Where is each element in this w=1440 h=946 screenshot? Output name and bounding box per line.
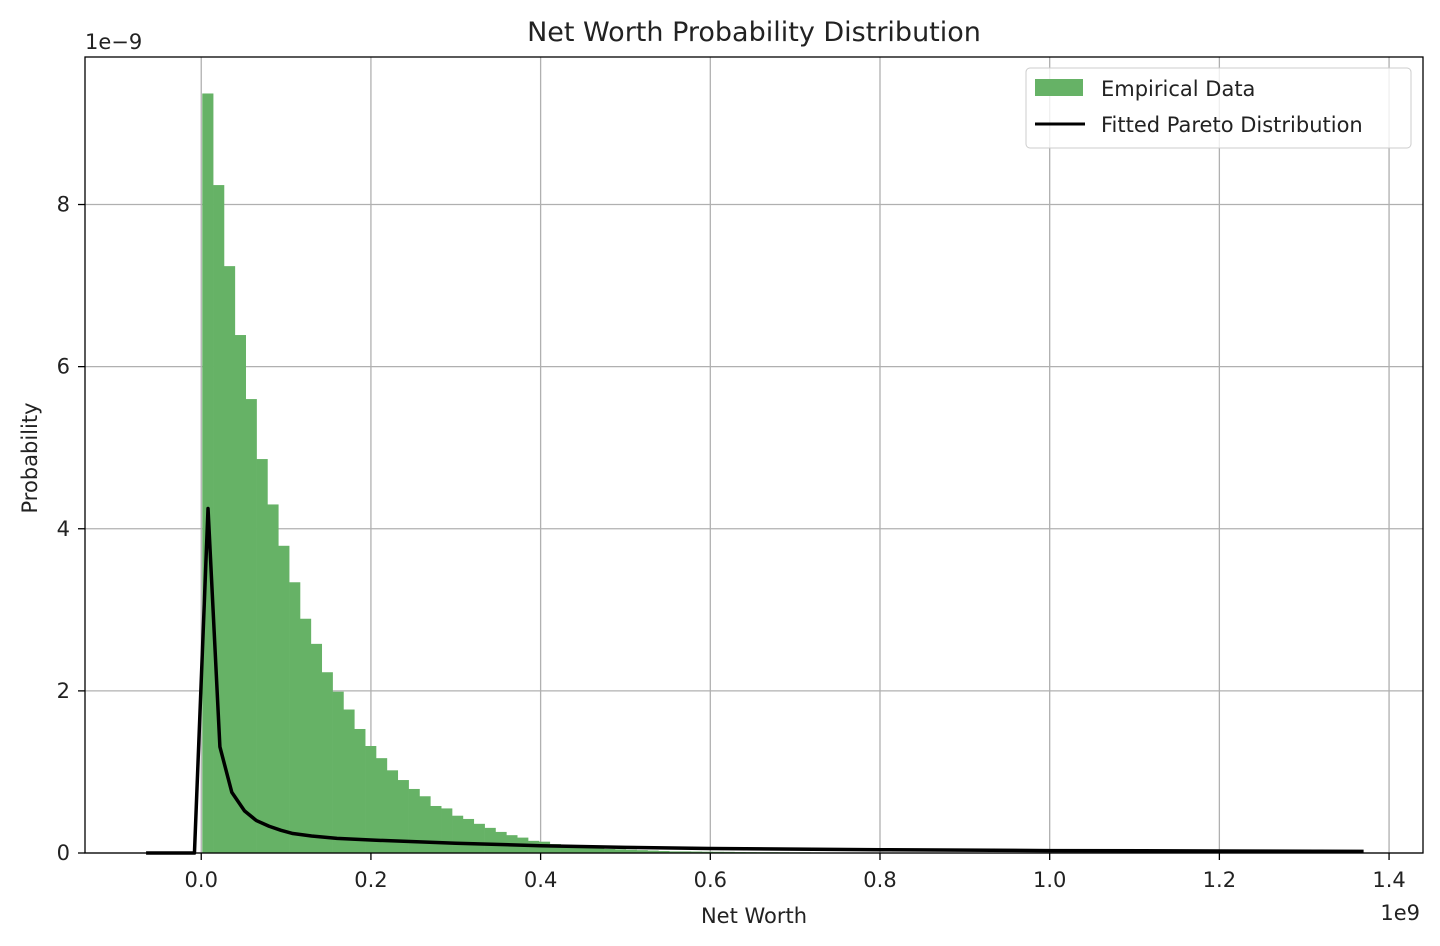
histogram-bar xyxy=(463,819,474,853)
histogram-bar xyxy=(300,619,311,853)
x-tick-label: 1.2 xyxy=(1203,868,1236,892)
legend: Empirical Data Fitted Pareto Distributio… xyxy=(1026,68,1411,148)
x-tick-label: 0.8 xyxy=(863,868,896,892)
x-tick-label: 0.0 xyxy=(185,868,218,892)
y-axis-label: Probability xyxy=(18,402,42,513)
y-tick-label: 6 xyxy=(57,355,70,379)
histogram-bar xyxy=(267,504,278,853)
histogram-bar xyxy=(322,672,333,853)
y-offset-text: 1e−9 xyxy=(85,30,142,54)
y-tick-label: 8 xyxy=(57,193,70,217)
histogram-bar xyxy=(343,710,354,853)
x-tick-label: 1.0 xyxy=(1033,868,1066,892)
histogram-bar xyxy=(278,546,289,853)
histogram-bar xyxy=(452,816,463,853)
x-offset-text: 1e9 xyxy=(1380,901,1420,925)
histogram-bar xyxy=(430,806,441,853)
histogram-bar xyxy=(474,824,485,853)
histogram-bar xyxy=(202,93,213,853)
histogram-bar xyxy=(441,808,452,853)
legend-label-pareto: Fitted Pareto Distribution xyxy=(1101,113,1363,137)
histogram-bar xyxy=(257,459,268,853)
histogram-bar xyxy=(354,729,365,853)
y-tick-label: 4 xyxy=(57,517,70,541)
histogram-bar xyxy=(419,796,430,853)
histogram-bar xyxy=(365,746,376,853)
histogram-bar xyxy=(311,644,322,853)
x-tick-label: 0.2 xyxy=(354,868,387,892)
x-tick-label: 0.4 xyxy=(524,868,557,892)
histogram-bar xyxy=(593,848,604,853)
x-tick-label: 1.4 xyxy=(1372,868,1405,892)
histogram-bar xyxy=(333,692,344,853)
histogram-bar xyxy=(289,582,300,853)
histogram-bar xyxy=(235,335,246,853)
histogram-bar xyxy=(246,399,257,853)
x-axis-label: Net Worth xyxy=(701,904,807,928)
legend-swatch-empirical xyxy=(1035,79,1083,96)
histogram-bar xyxy=(485,828,496,853)
y-tick-label: 0 xyxy=(57,841,70,865)
histogram-bar xyxy=(495,832,506,853)
x-tick-label: 0.6 xyxy=(694,868,727,892)
chart-title: Net Worth Probability Distribution xyxy=(527,17,981,48)
y-tick-label: 2 xyxy=(57,679,70,703)
legend-label-empirical: Empirical Data xyxy=(1101,77,1255,101)
